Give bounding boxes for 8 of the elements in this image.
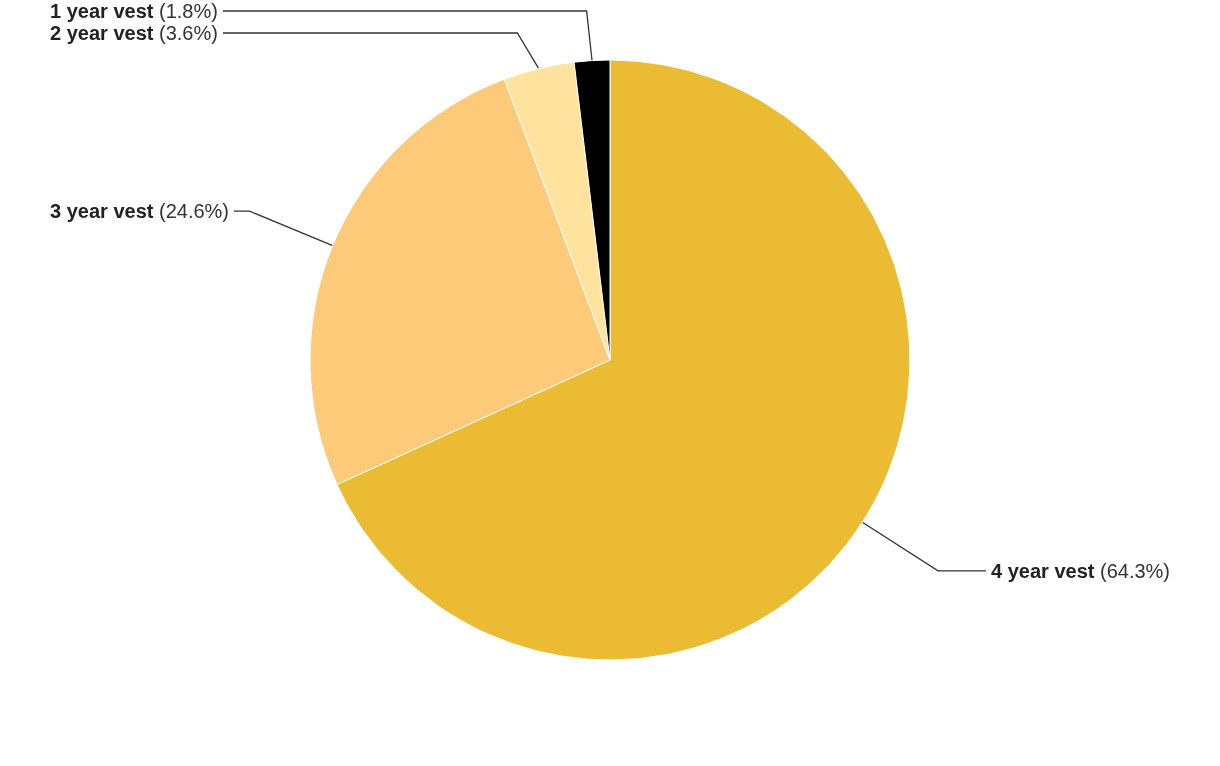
data-label: (64.3%) — [1099, 559, 1170, 582]
slice-label: 4 year vest — [990, 559, 1095, 582]
data-label: (3.6%) — [158, 22, 218, 44]
slice-label: 2 year vest — [50, 22, 154, 44]
data-label: (24.6%) — [158, 200, 230, 223]
data-label: (1.8%) — [158, 0, 218, 22]
slice-label: 1 year vest — [50, 0, 154, 22]
slice-label: 3 year vest — [50, 200, 154, 223]
